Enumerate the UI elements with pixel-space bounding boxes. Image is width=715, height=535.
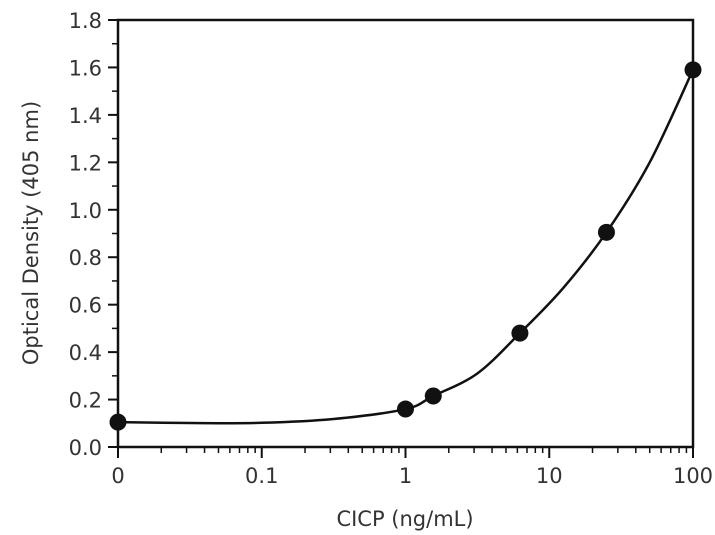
y-tick-label: 0.6 bbox=[69, 294, 102, 318]
y-axis-ticks: 0.0 0.2 0.4 0.6 0.8 1.0 1.2 1.4 1.6 1.8 bbox=[69, 9, 118, 460]
x-tick-label: 10 bbox=[536, 464, 563, 488]
y-axis-title: Optical Density (405 nm) bbox=[19, 101, 43, 365]
y-tick-label: 0.8 bbox=[69, 246, 102, 270]
x-tick-label: 0.1 bbox=[245, 464, 278, 488]
fit-curve-group bbox=[117, 69, 695, 425]
data-point bbox=[424, 387, 442, 405]
y-tick-label: 1.4 bbox=[69, 104, 102, 128]
data-point bbox=[109, 413, 127, 431]
data-points-group bbox=[109, 61, 702, 431]
y-tick-label: 0.0 bbox=[69, 436, 102, 460]
data-point bbox=[684, 61, 702, 79]
data-point bbox=[511, 324, 529, 342]
y-tick-label: 0.4 bbox=[69, 341, 102, 365]
x-axis-ticks: 0 0.1 1 10 100 bbox=[111, 447, 713, 488]
y-tick-label: 1.6 bbox=[69, 56, 102, 80]
data-point bbox=[397, 400, 414, 418]
y-tick-label: 0.2 bbox=[69, 389, 102, 413]
data-point bbox=[597, 223, 615, 241]
x-tick-label: 1 bbox=[399, 464, 412, 488]
x-tick-label: 100 bbox=[673, 464, 713, 488]
y-tick-label: 1.0 bbox=[69, 199, 102, 223]
x-tick-label: 0 bbox=[111, 464, 124, 488]
y-tick-label: 1.2 bbox=[69, 151, 102, 175]
x-axis-title: CICP (ng/mL) bbox=[336, 507, 473, 531]
y-tick-label: 1.8 bbox=[69, 9, 102, 33]
fit-curve-line bbox=[117, 69, 695, 425]
